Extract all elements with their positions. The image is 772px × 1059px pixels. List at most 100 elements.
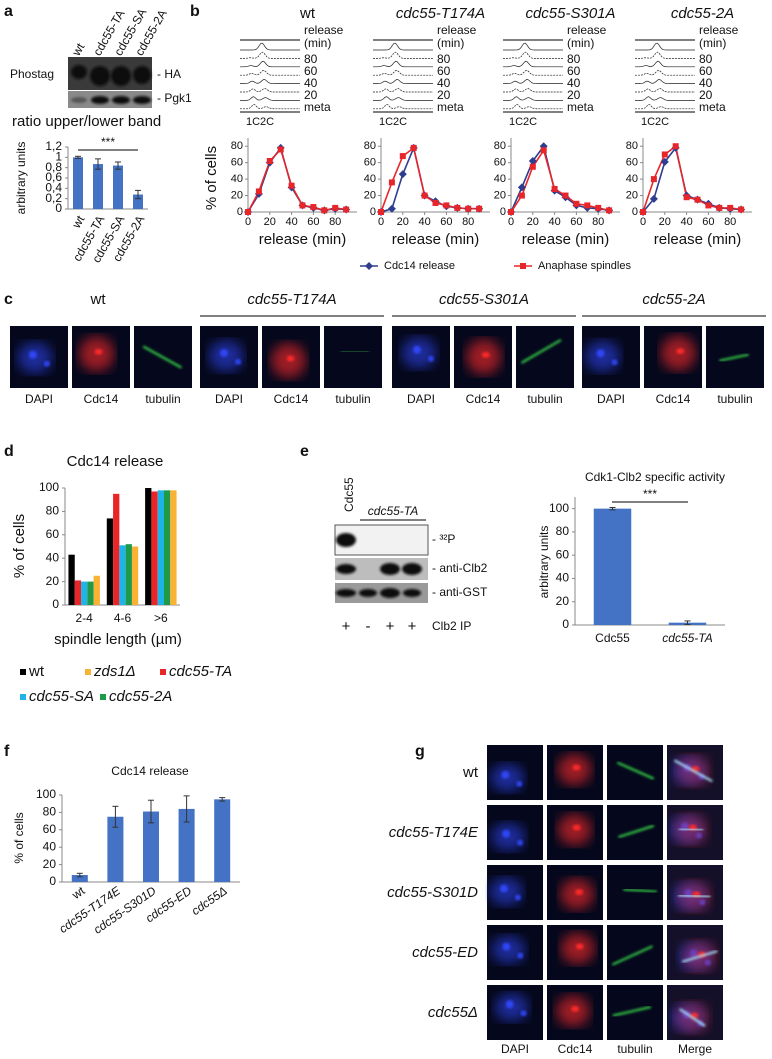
bar [81,581,88,605]
chart-title: Cdc14 release [67,453,164,470]
band-label: - anti-GST [432,585,488,599]
facs-label: 60 [437,64,451,78]
marker [551,185,558,192]
signal [28,350,37,359]
y-tick-label: 40 [556,571,570,585]
bar [145,488,152,605]
signal [575,943,584,950]
ip-label: Clb2 IP [432,619,471,633]
y-tick-label: 0 [500,206,506,218]
facs-trace [239,69,300,76]
x-tick-label: 4-6 [114,611,132,625]
signal [611,945,653,966]
chart-title: ratio upper/lower band [12,113,161,130]
line [642,144,742,213]
bar [68,554,75,605]
marker [410,144,417,151]
bar [74,580,82,605]
facs-label: 2C [655,116,669,128]
y-axis-label: arbitrary units [537,526,551,599]
x-tick-label: 60 [570,216,582,228]
signal [572,824,581,831]
bar [93,164,103,209]
micrograph [644,326,702,388]
facs-trace [503,42,563,51]
bar [107,816,124,882]
legend-marker [365,262,373,270]
panel-letter: f [4,743,10,760]
marker [584,202,591,209]
facs-label: 60 [699,64,713,78]
facs-label: 2C [393,116,407,128]
facs-label: 1C [509,116,523,128]
signal [481,351,490,358]
channel-label: Cdc14 [274,392,309,406]
facs-label: 60 [567,64,581,78]
bar [119,545,126,605]
facs-label: 1C [641,116,655,128]
signal [612,1006,652,1017]
line [510,148,610,213]
y-tick-label: 1,2 [45,139,62,153]
y-tick-label: 0 [55,201,62,215]
facs-label: (min) [567,36,594,50]
x-tick-label: 60 [440,216,452,228]
facs-trace [239,51,300,59]
micrograph [487,985,543,1040]
marker [661,151,668,158]
y-tick-label: 60 [231,157,243,169]
y-tick-label: 40 [43,839,57,853]
y-tick-label: 0 [49,874,56,888]
signal [499,884,508,893]
chart-title: cdc55-2A [671,5,734,22]
row-label: cdc55-S301D [387,884,478,901]
panel-title: cdc55-T174A [247,291,336,308]
y-tick-label: 20 [364,189,376,201]
facs-trace [372,51,433,59]
micrograph [324,326,382,388]
gel-label: Phostag [10,67,54,81]
chart-title: cdc55-S301A [525,5,615,22]
channel-label: tubulin [145,392,180,406]
bar [87,581,94,605]
marker [421,192,428,199]
chart-title: cdc55-T174A [396,5,485,22]
channel-label: DAPI [597,392,625,406]
y-tick-label: 80 [494,140,506,152]
micrograph [607,745,663,800]
x-tick-label: 80 [329,216,341,228]
y-tick-label: 0 [370,206,376,218]
line [642,146,742,213]
x-tick-label: 20 [659,216,671,228]
x-tick-label: cdc55Δ [189,884,230,918]
marker [388,179,395,186]
y-axis-label: % of cells [12,812,26,863]
legend-marker [85,669,91,675]
marker [378,209,384,215]
row-label: cdc55-T174E [389,824,479,841]
signal [501,770,510,779]
y-tick-label: 40 [494,173,506,185]
micrograph [10,326,68,388]
micrograph [200,326,258,388]
legend-label: Anaphase spindles [538,260,631,272]
annotation: *** [101,135,115,149]
x-tick-label: 20 [264,216,276,228]
facs-trace [502,60,563,68]
y-tick-label: 20 [494,189,506,201]
facs-trace [635,104,695,110]
signal [505,1000,514,1009]
signal [596,349,605,358]
marker [443,202,450,209]
facs-label: 40 [699,76,713,90]
marker [529,163,536,170]
signal [286,355,295,362]
signal [502,942,511,951]
micrograph [262,326,320,388]
band-label: - anti-Clb2 [432,561,488,575]
facs-label: release [699,23,739,37]
sign-label: - [366,618,371,635]
signal [502,829,511,838]
